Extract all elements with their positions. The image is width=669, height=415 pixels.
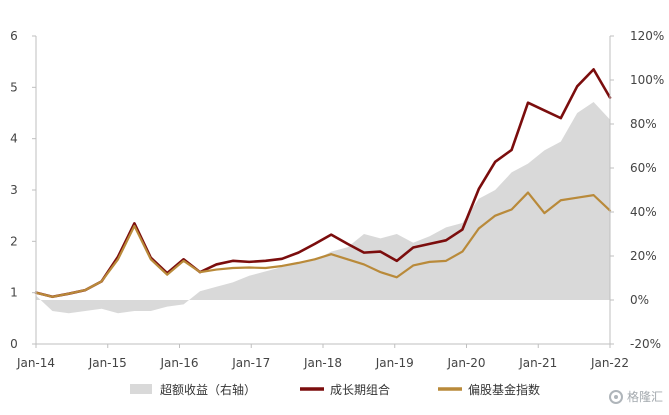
legend-label: 超额收益（右轴） [160, 382, 256, 397]
series-area-excess-return [36, 102, 610, 314]
left-tick-label: 4 [10, 132, 18, 146]
data-point [297, 251, 300, 254]
data-point [330, 233, 333, 236]
legend: 超额收益（右轴） 成长期组合 偏股基金指数 [130, 382, 540, 397]
series-line-growth-portfolio [34, 68, 612, 299]
data-point [166, 273, 169, 276]
data-point [297, 261, 300, 264]
left-tick-label: 3 [10, 183, 18, 197]
data-point [477, 188, 480, 190]
data-point [363, 263, 365, 266]
data-point [215, 263, 218, 266]
data-point [412, 246, 415, 249]
data-point [527, 101, 529, 104]
data-point [379, 250, 382, 253]
data-point [510, 208, 513, 211]
right-tick-label: 120% [630, 29, 664, 43]
data-point [133, 222, 136, 225]
data-point [543, 109, 546, 112]
watermark-logo-icon [608, 389, 623, 404]
axes-layer: 0 1 2 3 4 5 6 -20% 0% 20% 40% 60% 80% 100% 120% Jan-14 J… [10, 29, 664, 370]
right-tick-label: 20% [630, 249, 657, 263]
data-point [346, 243, 349, 245]
data-point [281, 257, 283, 260]
data-point [199, 271, 201, 274]
x-tick-label: Jan-14 [16, 356, 55, 370]
data-point [313, 243, 316, 245]
right-tick-label: -20% [630, 337, 661, 351]
data-point [313, 258, 316, 261]
data-point [379, 271, 382, 274]
data-point [559, 199, 562, 202]
left-tick-label: 5 [10, 80, 18, 94]
data-point [395, 276, 398, 279]
data-point [592, 194, 595, 197]
data-point [494, 160, 497, 163]
right-tick-label: 40% [630, 205, 657, 219]
data-point [543, 212, 546, 215]
data-point [445, 239, 447, 242]
data-point [412, 264, 415, 267]
data-point [428, 260, 431, 263]
left-tick-label: 6 [10, 29, 18, 43]
data-point [182, 259, 185, 262]
right-tick-label: 0% [630, 293, 649, 307]
data-point [428, 243, 431, 245]
data-point [281, 265, 283, 267]
data-point [461, 250, 464, 253]
data-point [231, 259, 234, 262]
data-point [510, 149, 513, 151]
legend-swatch [130, 384, 152, 394]
watermark: 格隆汇 [608, 388, 663, 405]
legend-label: 偏股基金指数 [468, 382, 540, 397]
data-point [67, 292, 70, 295]
data-point [248, 266, 251, 269]
data-point [84, 289, 87, 291]
x-tick-label: Jan-17 [231, 356, 270, 370]
data-point [461, 228, 464, 231]
data-point [445, 259, 447, 262]
data-point [592, 68, 595, 71]
series-line-equity-fund-index [34, 191, 612, 298]
right-tick-label: 80% [630, 117, 657, 131]
data-point [346, 258, 349, 261]
data-point [395, 259, 398, 262]
left-tick-label: 2 [10, 234, 18, 248]
data-point [215, 268, 218, 271]
data-point [576, 196, 579, 199]
data-point [576, 85, 579, 88]
data-point [100, 280, 103, 283]
data-point [182, 258, 185, 261]
data-point [248, 260, 251, 263]
data-point [477, 227, 480, 230]
data-point [231, 267, 234, 269]
x-tick-label: Jan-16 [159, 356, 198, 370]
x-tick-label: Jan-22 [590, 356, 629, 370]
data-point [149, 258, 152, 261]
data-point [51, 295, 54, 298]
right-tick-label: 100% [630, 73, 664, 87]
left-tick-label: 0 [10, 337, 18, 351]
data-point [494, 214, 497, 217]
x-tick-label: Jan-18 [303, 356, 342, 370]
x-tick-label: Jan-15 [88, 356, 127, 370]
watermark-text: 格隆汇 [626, 390, 663, 404]
data-point [330, 253, 333, 256]
data-point [264, 267, 267, 269]
x-tick-label: Jan-19 [375, 356, 414, 370]
right-tick-label: 60% [630, 161, 657, 175]
data-point [117, 258, 119, 261]
x-tick-label: Jan-20 [446, 356, 485, 370]
data-point [559, 117, 562, 120]
plot-area [34, 68, 612, 314]
data-point [264, 259, 267, 262]
data-point [363, 251, 365, 254]
left-tick-label: 1 [10, 286, 18, 300]
data-point [133, 225, 136, 227]
legend-label: 成长期组合 [330, 382, 390, 397]
x-tick-label: Jan-21 [518, 356, 557, 370]
data-point [527, 191, 529, 194]
